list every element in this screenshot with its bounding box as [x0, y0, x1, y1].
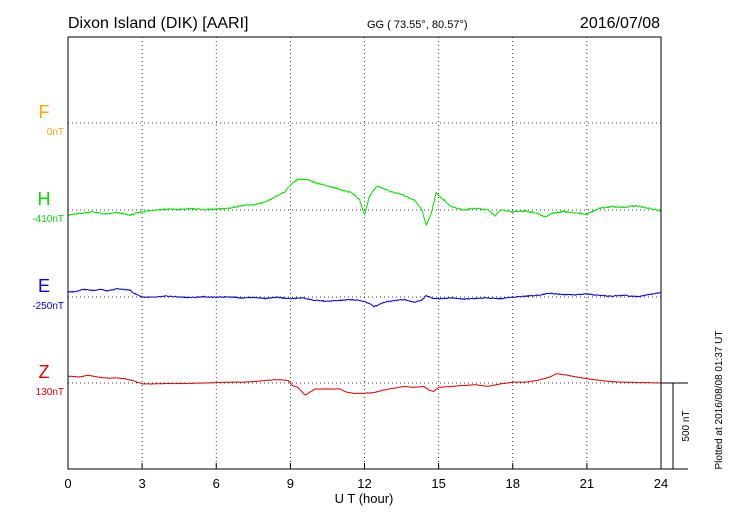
plotted-at-note: Plotted at 2016/08/08 01:37 UT — [714, 331, 725, 470]
x-tick-label: 12 — [357, 476, 371, 491]
scale-bar: 500 nT — [661, 382, 692, 470]
station-title: Dixon Island (DIK) [AARI] — [68, 15, 249, 32]
x-tick-label: 15 — [431, 476, 445, 491]
series-name-h: H — [38, 189, 51, 209]
channel-labels: F 0nT H -410nT E -250nT Z 130nT — [32, 102, 64, 398]
x-tick-label: 0 — [64, 476, 71, 491]
series-name-e: E — [38, 276, 50, 296]
coordinates-label: GG ( 73.55°, 80.57°) — [367, 19, 468, 31]
series-name-f: F — [39, 102, 50, 122]
x-tick-label: 3 — [139, 476, 146, 491]
series-line-h — [67, 178, 661, 226]
series-baseline-f: 0nT — [47, 127, 64, 138]
x-tick-label: 9 — [287, 476, 294, 491]
series-layer — [67, 178, 662, 396]
series-name-z: Z — [39, 362, 50, 382]
header: Dixon Island (DIK) [AARI] GG ( 73.55°, 8… — [68, 15, 660, 32]
scale-bar-label: 500 nT — [681, 410, 692, 441]
date-label: 2016/07/08 — [580, 15, 660, 32]
series-line-z — [67, 373, 662, 396]
x-tick-label: 24 — [654, 476, 668, 491]
series-line-e — [68, 288, 662, 308]
series-baseline-z: 130nT — [36, 387, 64, 398]
plot-area: 0 3 6 9 12 15 18 21 24 U T (hour) — [64, 36, 668, 506]
x-tick-label: 18 — [506, 476, 520, 491]
grid — [68, 37, 661, 469]
x-axis-label: U T (hour) — [335, 491, 394, 506]
series-baseline-h: -410nT — [32, 214, 64, 225]
x-tick-label: 21 — [580, 476, 594, 491]
x-tick-label: 6 — [213, 476, 220, 491]
axes: 0 3 6 9 12 15 18 21 24 U T (hour) — [64, 36, 668, 506]
series-baseline-e: -250nT — [32, 301, 64, 312]
